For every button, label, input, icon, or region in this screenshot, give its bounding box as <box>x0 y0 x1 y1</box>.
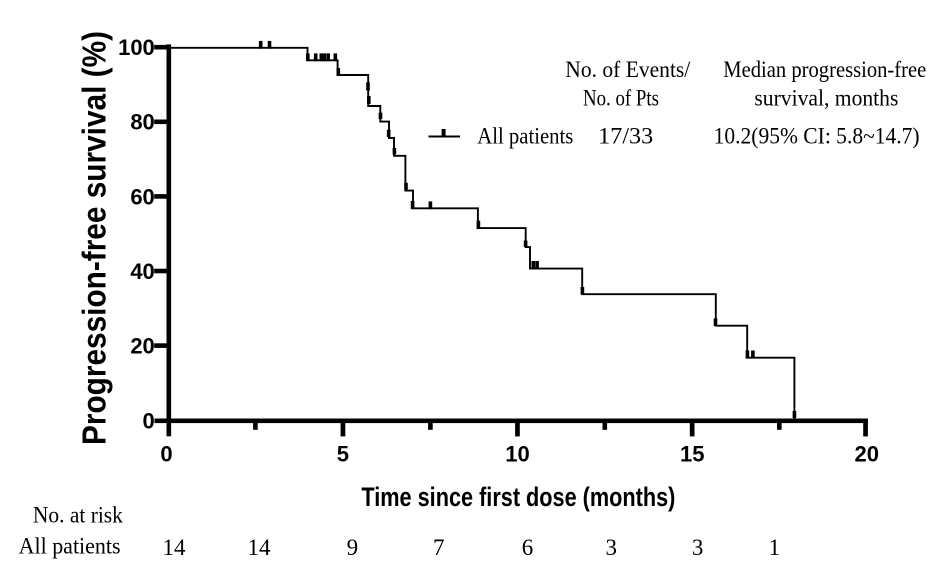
svg-text:All patients: All patients <box>19 534 121 559</box>
svg-text:No. at risk: No. at risk <box>33 503 123 528</box>
svg-text:9: 9 <box>347 535 359 560</box>
svg-text:10.2(95% CI: 5.8~14.7): 10.2(95% CI: 5.8~14.7) <box>714 124 920 149</box>
svg-text:40: 40 <box>130 259 154 284</box>
svg-text:6: 6 <box>522 535 534 560</box>
svg-text:15: 15 <box>680 442 704 467</box>
svg-text:Time since first dose (months): Time since first dose (months) <box>361 482 675 512</box>
svg-text:17/33: 17/33 <box>598 124 653 149</box>
svg-text:20: 20 <box>855 442 879 467</box>
svg-text:All patients: All patients <box>477 124 573 149</box>
svg-text:80: 80 <box>130 110 154 135</box>
svg-text:1: 1 <box>769 535 781 560</box>
svg-text:3: 3 <box>606 535 618 560</box>
svg-text:3: 3 <box>692 535 704 560</box>
svg-text:14: 14 <box>163 535 187 560</box>
svg-text:14: 14 <box>248 535 272 560</box>
svg-text:100: 100 <box>118 35 155 60</box>
svg-text:60: 60 <box>130 184 154 209</box>
svg-text:0: 0 <box>143 408 155 433</box>
svg-text:7: 7 <box>433 535 445 560</box>
svg-text:10: 10 <box>505 442 529 467</box>
svg-text:0: 0 <box>160 442 172 467</box>
svg-text:Progression-free survival (%): Progression-free survival (%) <box>76 31 113 445</box>
svg-text:No. of Events/: No. of Events/ <box>565 57 691 82</box>
svg-text:No. of Pts: No. of Pts <box>583 86 659 111</box>
svg-text:20: 20 <box>130 334 154 359</box>
svg-text:survival, months: survival, months <box>754 86 898 111</box>
svg-text:5: 5 <box>337 442 349 467</box>
svg-text:Median progression-free: Median progression-free <box>723 57 926 82</box>
